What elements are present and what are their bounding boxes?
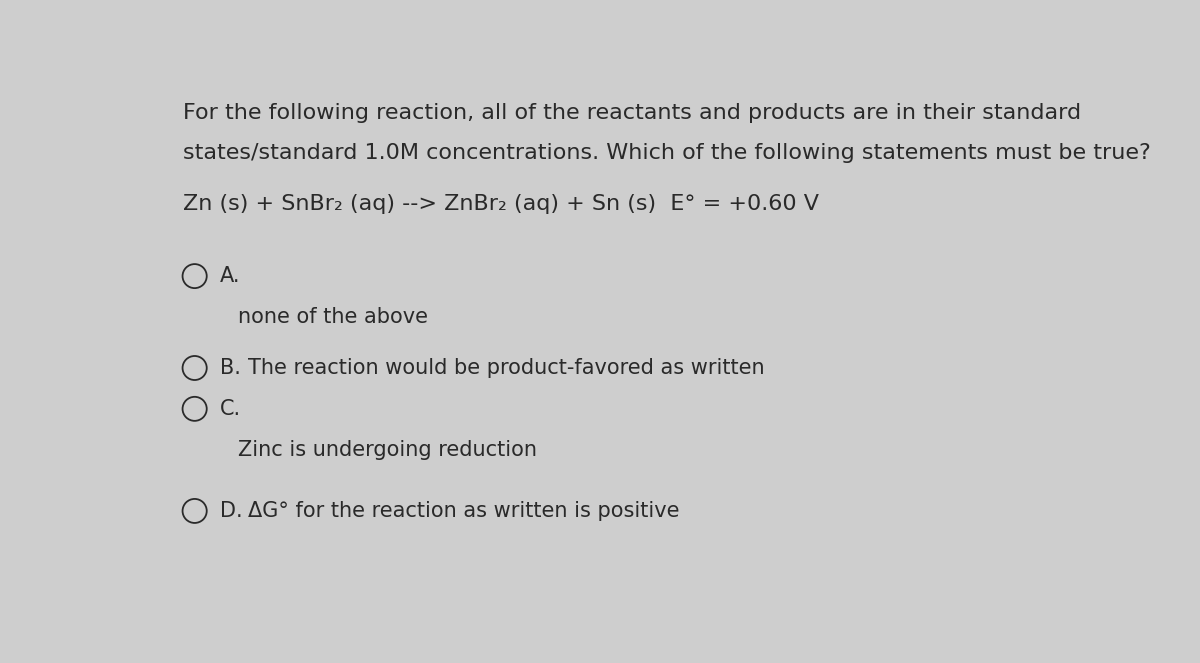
Text: Zn (s) + SnBr₂ (aq) --> ZnBr₂ (aq) + Sn (s)  E° = +0.60 V: Zn (s) + SnBr₂ (aq) --> ZnBr₂ (aq) + Sn …: [182, 194, 818, 214]
Text: For the following reaction, all of the reactants and products are in their stand: For the following reaction, all of the r…: [182, 103, 1081, 123]
Text: D.: D.: [220, 501, 242, 521]
Text: states/standard 1.0M concentrations. Which of the following statements must be t: states/standard 1.0M concentrations. Whi…: [182, 143, 1151, 163]
Text: ΔG° for the reaction as written is positive: ΔG° for the reaction as written is posit…: [247, 501, 679, 521]
Text: A.: A.: [220, 266, 240, 286]
Text: none of the above: none of the above: [239, 307, 428, 327]
Text: C.: C.: [220, 399, 241, 419]
Text: The reaction would be product-favored as written: The reaction would be product-favored as…: [247, 358, 764, 378]
Text: Zinc is undergoing reduction: Zinc is undergoing reduction: [239, 440, 538, 459]
Text: B.: B.: [220, 358, 241, 378]
